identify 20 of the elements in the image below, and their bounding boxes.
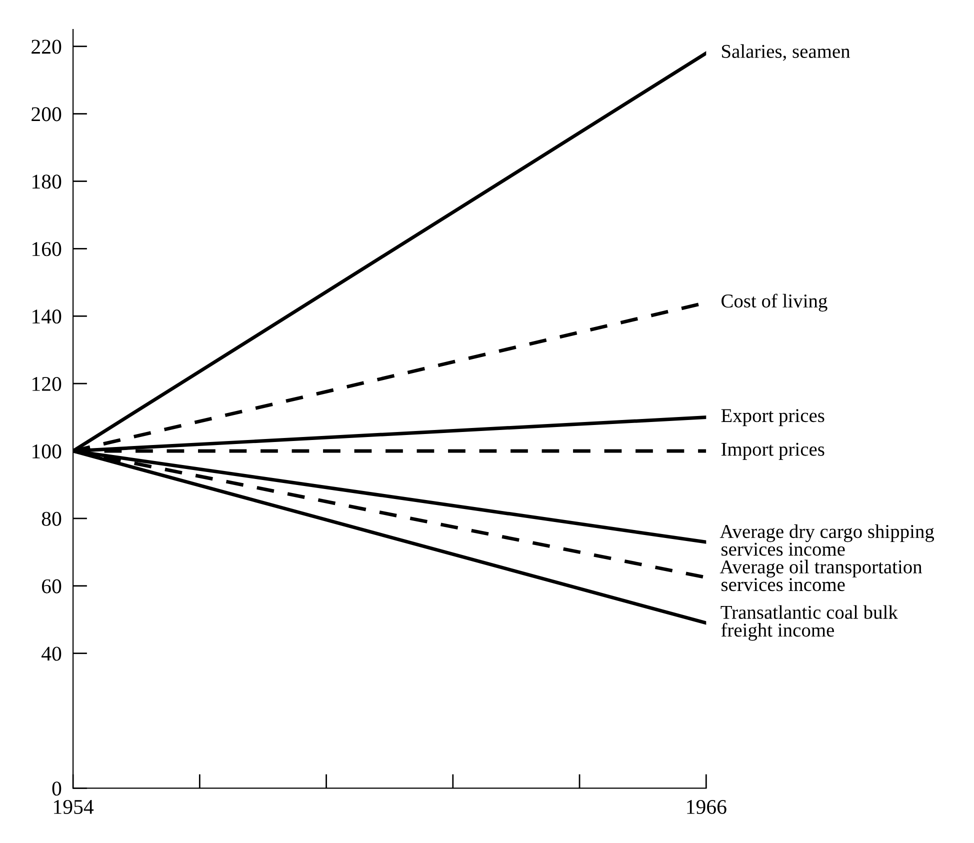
y-tick-label: 60 [42,579,62,594]
y-tick-label: 220 [32,40,62,54]
x-tick-label: 1966 [687,800,726,814]
y-tick-label: 140 [32,310,62,324]
series-label: Salaries, seamen [722,44,850,61]
series-label: Transatlantic coal bulk freight income [720,605,898,641]
y-tick-label: 160 [32,242,62,256]
series-label: Average oil transportation services income [720,560,922,592]
series-label: Import prices [721,442,824,460]
y-tick-label: 40 [42,646,62,661]
series-label: Export prices [721,409,824,426]
y-tick-label: 180 [32,174,62,189]
series-label: Average dry cargo shipping services income [720,524,934,556]
x-tick-label: 1954 [54,800,94,814]
y-tick-label: 100 [32,444,62,458]
y-tick-label: 80 [42,512,62,526]
series-label: Cost of living [722,294,828,312]
y-tick-label: 0 [52,782,62,796]
y-tick-label: 120 [32,376,62,391]
y-tick-label: 200 [32,107,62,122]
